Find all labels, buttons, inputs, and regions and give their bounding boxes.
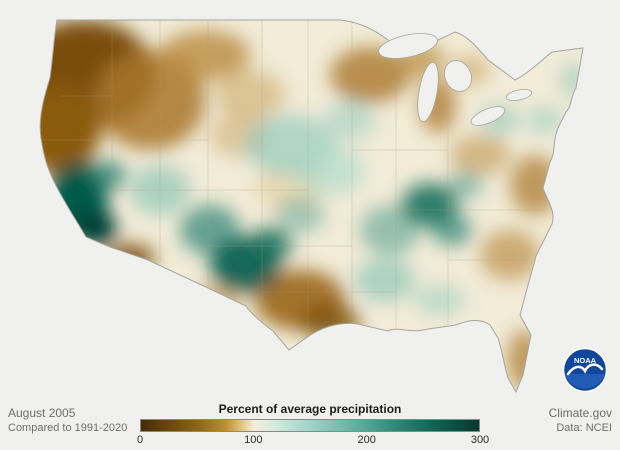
- legend-title: Percent of average precipitation: [218, 402, 402, 416]
- tick-200: 200: [357, 434, 376, 446]
- tick-100: 100: [244, 434, 263, 446]
- footer: August 2005 Compared to 1991-2020 Percen…: [0, 400, 620, 450]
- noaa-logo-text: NOAA: [574, 356, 597, 365]
- date-block: August 2005 Compared to 1991-2020: [8, 405, 127, 436]
- state-borders: [42, 20, 545, 340]
- site-label: Climate.gov: [548, 405, 612, 420]
- great-lakes: [378, 33, 533, 126]
- colorbar-ticks: 0 100 200 300: [136, 434, 489, 447]
- period-label: August 2005: [8, 405, 76, 420]
- tick-0: 0: [136, 434, 144, 446]
- noaa-logo-sea: [565, 374, 605, 389]
- colorbar-gradient: [140, 419, 480, 432]
- precipitation-anomaly-blobs: [40, 20, 584, 390]
- baseline-label: Compared to 1991-2020: [8, 422, 128, 435]
- data-source-label: Data: NCEI: [556, 422, 612, 435]
- noaa-logo: NOAA: [562, 347, 608, 393]
- tick-300: 300: [470, 434, 490, 446]
- color-legend: Percent of average precipitation 0 100 2…: [136, 402, 489, 447]
- us-outline: [39, 19, 584, 394]
- attribution-block: Climate.gov Data: NCEI: [549, 405, 612, 436]
- us-precipitation-map: [39, 19, 584, 394]
- seagull-icon: [566, 363, 604, 376]
